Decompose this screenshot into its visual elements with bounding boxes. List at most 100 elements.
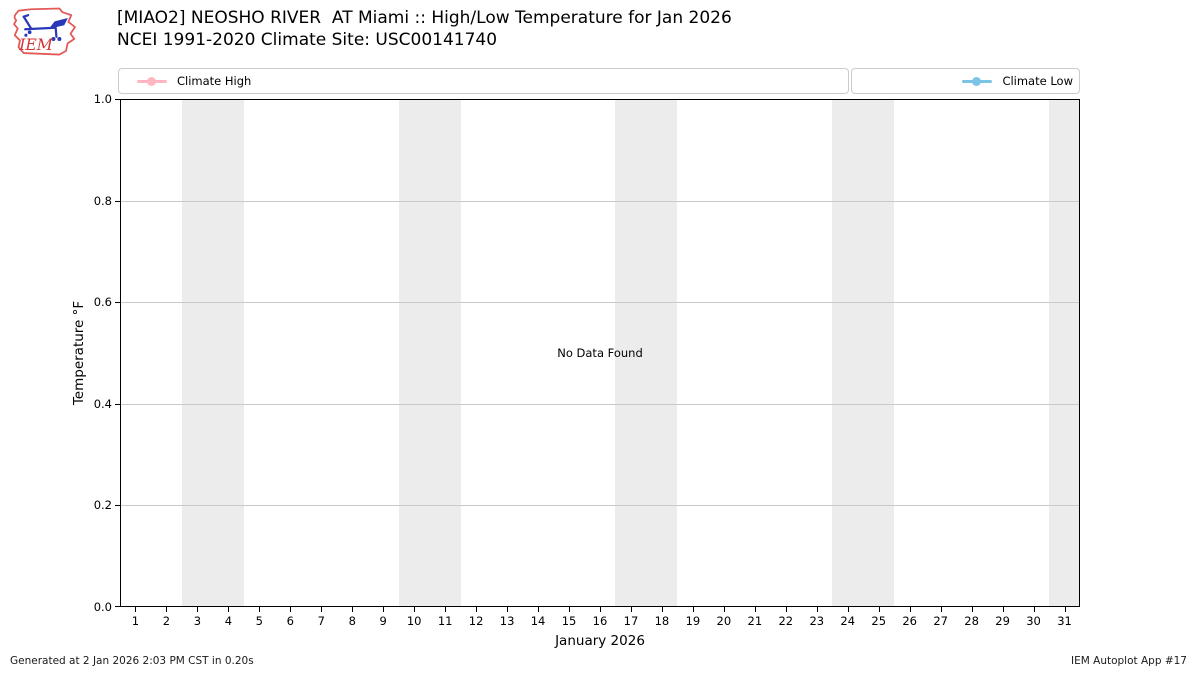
x-axis-tick-label: 30 [1026,614,1041,628]
legend-label-climate-low: Climate Low [1002,74,1073,88]
x-axis-tick-label: 27 [933,614,948,628]
x-axis-tick-label: 10 [406,614,422,628]
weekend-shading-band [832,99,895,607]
x-axis-tick [507,607,509,612]
x-axis-tick-label: 17 [623,614,639,628]
y-axis-tick-label: 0.2 [93,498,112,513]
x-axis-tick [1033,607,1035,612]
x-axis-tick-label: 9 [379,614,387,628]
y-axis-tick-label: 1.0 [93,92,112,106]
x-axis-tick [321,607,323,612]
x-axis-tick [352,607,354,612]
x-axis-tick [723,607,725,612]
x-axis-tick-label: 26 [902,614,917,628]
x-axis-tick-label: 5 [255,614,263,628]
y-axis-tick-label: 0.8 [93,193,112,208]
y-gridline [120,200,1080,202]
y-axis-tick-label: 0.6 [93,295,112,310]
x-axis-tick [754,607,756,612]
x-axis-tick [445,607,447,612]
x-axis-tick-label: 13 [499,614,515,628]
no-data-message: No Data Found [557,346,643,360]
chart-title: [MIAO2] NEOSHO RIVER AT Miami :: High/Lo… [117,8,732,28]
x-axis-tick [847,607,849,612]
x-axis-tick [259,607,261,612]
iowa-outline [13,7,76,56]
legend-entry-climate-high: Climate High [118,68,849,94]
x-axis-tick [166,607,168,612]
legend-entry-climate-low: Climate Low [851,68,1080,94]
x-axis-tick [228,607,230,612]
x-axis-tick-label: 14 [530,614,546,628]
x-axis-tick [785,607,787,612]
x-axis-tick-label: 3 [193,614,202,628]
x-axis-tick-label: 4 [224,614,233,628]
x-axis-tick [630,607,632,612]
x-axis-tick-label: 31 [1057,614,1072,628]
x-axis-tick [1064,607,1066,612]
x-axis-tick [692,607,694,612]
x-axis-tick [383,607,385,612]
x-axis-tick-label: 21 [747,614,763,628]
plot-area: No Data Found 0.0 0.2 0.4 0.6 0.8 1.0 1 2 3 4 5 6 7 8… [94,92,1080,628]
y-axis-title: Temperature °F [71,300,87,406]
x-axis-tick [940,607,942,612]
x-axis-tick [1002,607,1004,612]
x-axis-tick-label: 8 [348,614,356,628]
y-axis-tick [115,606,120,607]
weekend-shading-band [398,99,461,607]
x-axis-tick [909,607,911,612]
y-axis-tick [115,99,120,100]
chart-subtitle: NCEI 1991-2020 Climate Site: USC00141740 [117,30,498,50]
x-axis-tick-label: 29 [995,614,1010,628]
weekend-shading-band [181,99,244,607]
x-axis-tick-label: 25 [871,614,887,628]
x-axis-tick [661,607,663,612]
x-axis-tick [476,607,478,612]
x-axis-title: January 2026 [555,633,645,649]
y-axis-tick [115,302,120,304]
x-axis-tick-label: 12 [468,614,484,628]
legend: Climate High Climate Low [118,68,1080,94]
y-axis-tick [115,403,120,405]
weather-vane-icon [22,14,68,41]
chart-header: [MIAO2] NEOSHO RIVER AT Miami :: High/Lo… [117,7,732,51]
climate-low-marker-icon [962,76,993,86]
x-axis-tick-label: 11 [437,614,453,628]
x-axis-tick-label: 18 [654,614,670,628]
x-axis-tick-label: 28 [964,614,979,628]
x-axis-tick [569,607,571,612]
x-axis-tick-label: 19 [685,614,701,628]
x-axis-tick [135,607,137,612]
x-axis-tick-label: 1 [131,614,140,628]
y-gridline [120,505,1080,507]
y-axis-tick [115,505,120,507]
x-axis-tick-label: 15 [561,614,577,628]
x-axis-tick-label: 24 [840,614,856,628]
y-axis-tick-label: 0.0 [93,600,112,614]
x-axis-tick [538,607,540,612]
logo-text: IEM [18,36,54,54]
weekend-shading-band [1049,99,1080,607]
y-gridline [120,403,1080,405]
legend-label-climate-high: Climate High [177,74,252,88]
y-gridline [120,302,1080,304]
x-axis-tick-label: 16 [592,614,608,628]
y-axis-tick [115,200,120,202]
climate-high-marker-icon [137,76,167,86]
x-axis-tick-label: 22 [778,614,794,628]
weekend-shading-band [615,99,678,607]
x-axis-tick-label: 20 [716,614,732,628]
x-axis-tick-label: 7 [317,614,325,628]
x-axis-tick-label: 2 [162,614,171,628]
x-axis-tick [971,607,973,612]
x-axis-tick [290,607,292,612]
generated-timestamp: Generated at 2 Jan 2026 2:03 PM CST in 0… [10,655,254,667]
x-axis-tick-label: 23 [809,614,825,628]
iem-logo: IEM [13,7,76,56]
x-axis-tick [197,607,199,612]
y-axis-tick-label: 0.4 [93,396,112,411]
x-axis-tick [414,607,416,612]
x-axis-tick [816,607,818,612]
